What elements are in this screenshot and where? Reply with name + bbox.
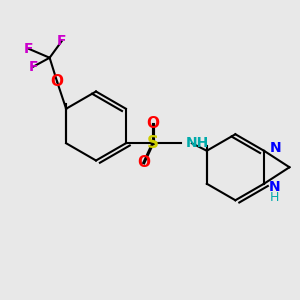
Text: F: F: [57, 34, 66, 48]
Text: S: S: [147, 134, 159, 152]
Text: O: O: [51, 74, 64, 89]
Text: H: H: [270, 191, 279, 204]
Text: N: N: [270, 141, 282, 155]
Text: O: O: [146, 116, 159, 131]
Text: NH: NH: [186, 136, 209, 150]
Text: O: O: [137, 155, 150, 170]
Text: F: F: [24, 42, 33, 56]
Text: F: F: [28, 60, 38, 74]
Text: N: N: [268, 180, 280, 194]
